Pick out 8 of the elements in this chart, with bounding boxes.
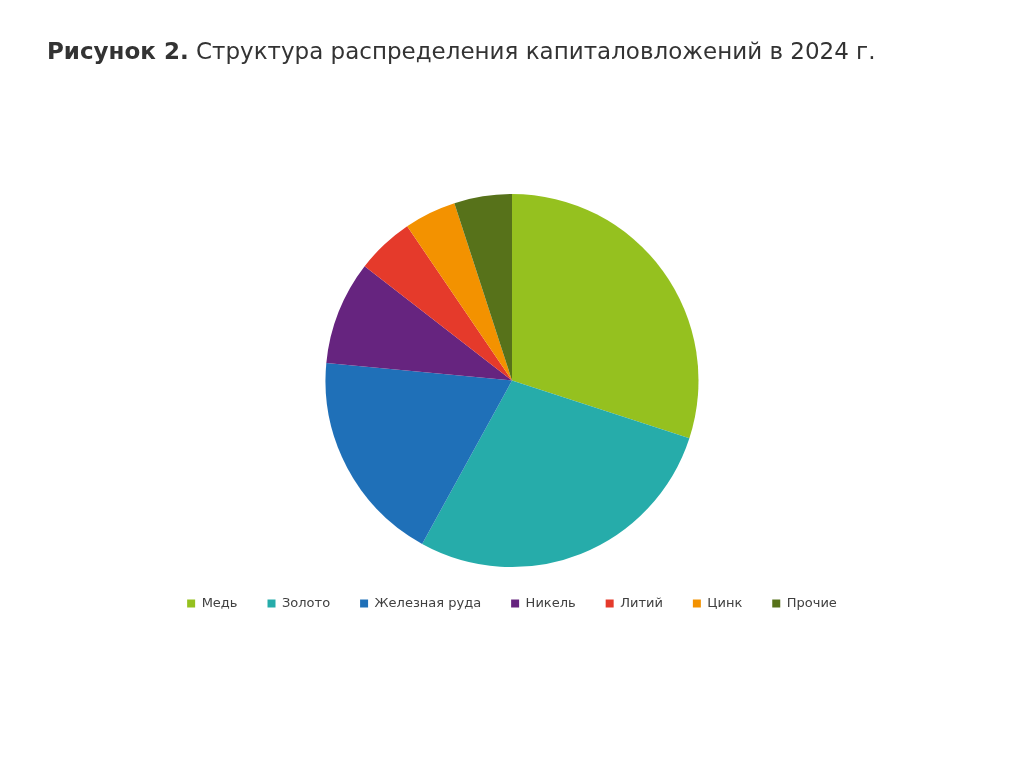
legend-label: Золото <box>282 594 331 610</box>
legend-label: Цинк <box>707 594 743 610</box>
legend-label: Медь <box>201 594 238 610</box>
legend-label: Прочие <box>786 594 837 610</box>
legend-label: Железная руда <box>374 594 482 610</box>
legend-label: Никель <box>525 594 576 610</box>
legend-label: Литий <box>620 594 663 610</box>
chart-title: Рисунок 2. Структура распределения капиталовложений в 2024 г. <box>47 38 876 64</box>
